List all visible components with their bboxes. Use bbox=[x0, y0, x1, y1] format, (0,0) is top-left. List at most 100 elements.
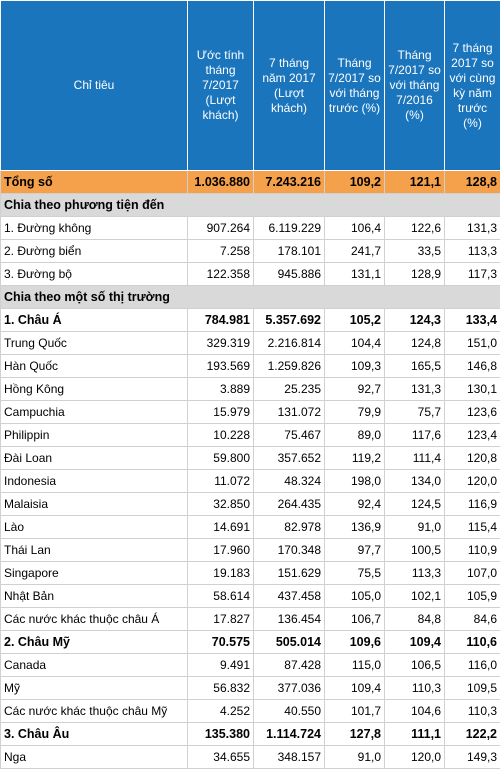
row-label: 2. Đường biển bbox=[1, 240, 188, 263]
value-cell: 40.550 bbox=[254, 700, 325, 723]
value-cell: 7.258 bbox=[188, 240, 254, 263]
value-cell: 102,1 bbox=[385, 585, 445, 608]
value-cell: 34.655 bbox=[188, 746, 254, 769]
value-cell: 119,2 bbox=[325, 447, 385, 470]
value-cell: 122,6 bbox=[385, 217, 445, 240]
value-cell: 105,0 bbox=[325, 585, 385, 608]
value-cell: 89,0 bbox=[325, 424, 385, 447]
header-vs-same-period: 7 tháng 2017 so với cùng kỳ năm trước (%… bbox=[445, 1, 500, 171]
value-cell: 120,0 bbox=[385, 746, 445, 769]
value-cell: 6.119.229 bbox=[254, 217, 325, 240]
value-cell: 75,7 bbox=[385, 401, 445, 424]
value-cell: 58.614 bbox=[188, 585, 254, 608]
value-cell: 115,4 bbox=[445, 516, 500, 539]
value-cell: 101,7 bbox=[325, 700, 385, 723]
value-cell: 123,6 bbox=[445, 401, 500, 424]
value-cell: 136,9 bbox=[325, 516, 385, 539]
value-cell: 128,8 bbox=[445, 171, 500, 194]
row-label: Trung Quốc bbox=[1, 332, 188, 355]
value-cell: 56.832 bbox=[188, 677, 254, 700]
value-cell: 165,5 bbox=[385, 355, 445, 378]
value-cell: 122.358 bbox=[188, 263, 254, 286]
value-cell: 113,3 bbox=[385, 562, 445, 585]
row-label: Thái Lan bbox=[1, 539, 188, 562]
header-vs-previous-month: Tháng 7/2017 so với tháng trước (%) bbox=[325, 1, 385, 171]
value-cell: 59.800 bbox=[188, 447, 254, 470]
value-cell: 2.216.814 bbox=[254, 332, 325, 355]
value-cell: 19.183 bbox=[188, 562, 254, 585]
value-cell: 110,3 bbox=[385, 677, 445, 700]
value-cell: 100,5 bbox=[385, 539, 445, 562]
value-cell: 109,4 bbox=[385, 631, 445, 654]
value-cell: 124,3 bbox=[385, 309, 445, 332]
value-cell: 124,8 bbox=[385, 332, 445, 355]
value-cell: 178.101 bbox=[254, 240, 325, 263]
value-cell: 907.264 bbox=[188, 217, 254, 240]
value-cell: 146,8 bbox=[445, 355, 500, 378]
value-cell: 109,6 bbox=[325, 631, 385, 654]
value-cell: 264.435 bbox=[254, 493, 325, 516]
header-indicator: Chỉ tiêu bbox=[1, 1, 188, 171]
value-cell: 109,3 bbox=[325, 355, 385, 378]
row-label: Tổng số bbox=[1, 171, 188, 194]
value-cell: 109,5 bbox=[445, 677, 500, 700]
value-cell: 117,3 bbox=[445, 263, 500, 286]
value-cell: 15.979 bbox=[188, 401, 254, 424]
row-label: Hàn Quốc bbox=[1, 355, 188, 378]
row-label: Các nước khác thuộc châu Mỹ bbox=[1, 700, 188, 723]
value-cell: 117,6 bbox=[385, 424, 445, 447]
value-cell: 110,3 bbox=[445, 700, 500, 723]
value-cell: 123,4 bbox=[445, 424, 500, 447]
value-cell: 70.575 bbox=[188, 631, 254, 654]
value-cell: 109,4 bbox=[325, 677, 385, 700]
value-cell: 97,7 bbox=[325, 539, 385, 562]
value-cell: 116,9 bbox=[445, 493, 500, 516]
value-cell: 91,0 bbox=[325, 746, 385, 769]
value-cell: 131,1 bbox=[325, 263, 385, 286]
value-cell: 111,4 bbox=[385, 447, 445, 470]
value-cell: 104,4 bbox=[325, 332, 385, 355]
value-cell: 111,1 bbox=[385, 723, 445, 746]
value-cell: 357.652 bbox=[254, 447, 325, 470]
row-label: Campuchia bbox=[1, 401, 188, 424]
value-cell: 17.960 bbox=[188, 539, 254, 562]
value-cell: 348.157 bbox=[254, 746, 325, 769]
value-cell: 198,0 bbox=[325, 470, 385, 493]
value-cell: 110,9 bbox=[445, 539, 500, 562]
row-label: 3. Châu Âu bbox=[1, 723, 188, 746]
value-cell: 115,0 bbox=[325, 654, 385, 677]
value-cell: 124,5 bbox=[385, 493, 445, 516]
row-label: 3. Đường bộ bbox=[1, 263, 188, 286]
value-cell: 92,7 bbox=[325, 378, 385, 401]
value-cell: 82.978 bbox=[254, 516, 325, 539]
value-cell: 32.850 bbox=[188, 493, 254, 516]
value-cell: 105,9 bbox=[445, 585, 500, 608]
row-label: Philippin bbox=[1, 424, 188, 447]
header-vs-july-2016: Tháng 7/2017 so với tháng 7/2016 (%) bbox=[385, 1, 445, 171]
value-cell: 437.458 bbox=[254, 585, 325, 608]
row-label: Indonesia bbox=[1, 470, 188, 493]
value-cell: 84,8 bbox=[385, 608, 445, 631]
value-cell: 133,4 bbox=[445, 309, 500, 332]
value-cell: 7.243.216 bbox=[254, 171, 325, 194]
value-cell: 1.114.724 bbox=[254, 723, 325, 746]
row-label: Malaisia bbox=[1, 493, 188, 516]
row-label: Mỹ bbox=[1, 677, 188, 700]
value-cell: 87.428 bbox=[254, 654, 325, 677]
